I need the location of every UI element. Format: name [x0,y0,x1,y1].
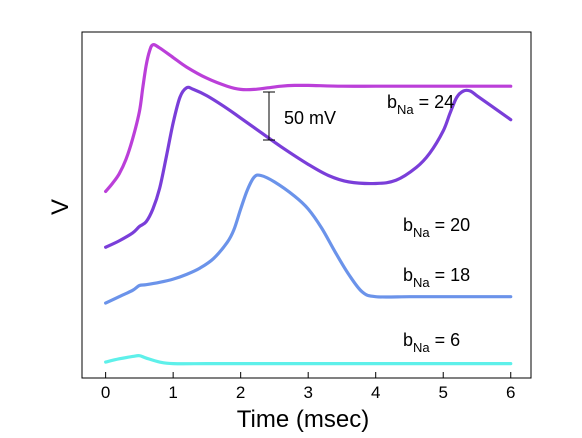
x-axis-label: Time (msec) [237,406,369,433]
trace-label-group: bNa = 24 bNa = 20 bNa = 18 bNa = 6 [387,92,470,355]
trace-label-2: bNa = 20 [403,215,470,240]
plot-frame [81,31,532,379]
trace-label-4: bNa = 6 [403,330,460,355]
series-line-2 [104,85,513,249]
scale-bar-label: 50 mV [284,108,336,128]
scale-bar: 50 mV [263,91,336,141]
x-tick-label: 3 [303,383,312,402]
x-tick-label: 6 [506,383,515,402]
x-tick-label: 0 [101,383,110,402]
x-tick-group: 0 1 2 3 4 5 6 [101,372,515,402]
x-tick-label: 1 [168,383,177,402]
trace-group [104,43,513,366]
trace-label-1: bNa = 24 [387,92,454,117]
series-line-3 [104,173,513,305]
trace-label-3: bNa = 18 [403,265,470,290]
series-line-4 [104,354,513,366]
y-axis-label: V [47,199,74,215]
x-tick-label: 4 [371,383,380,402]
series-line-1 [104,43,513,194]
x-tick-label: 5 [438,383,447,402]
x-tick-label: 2 [236,383,245,402]
